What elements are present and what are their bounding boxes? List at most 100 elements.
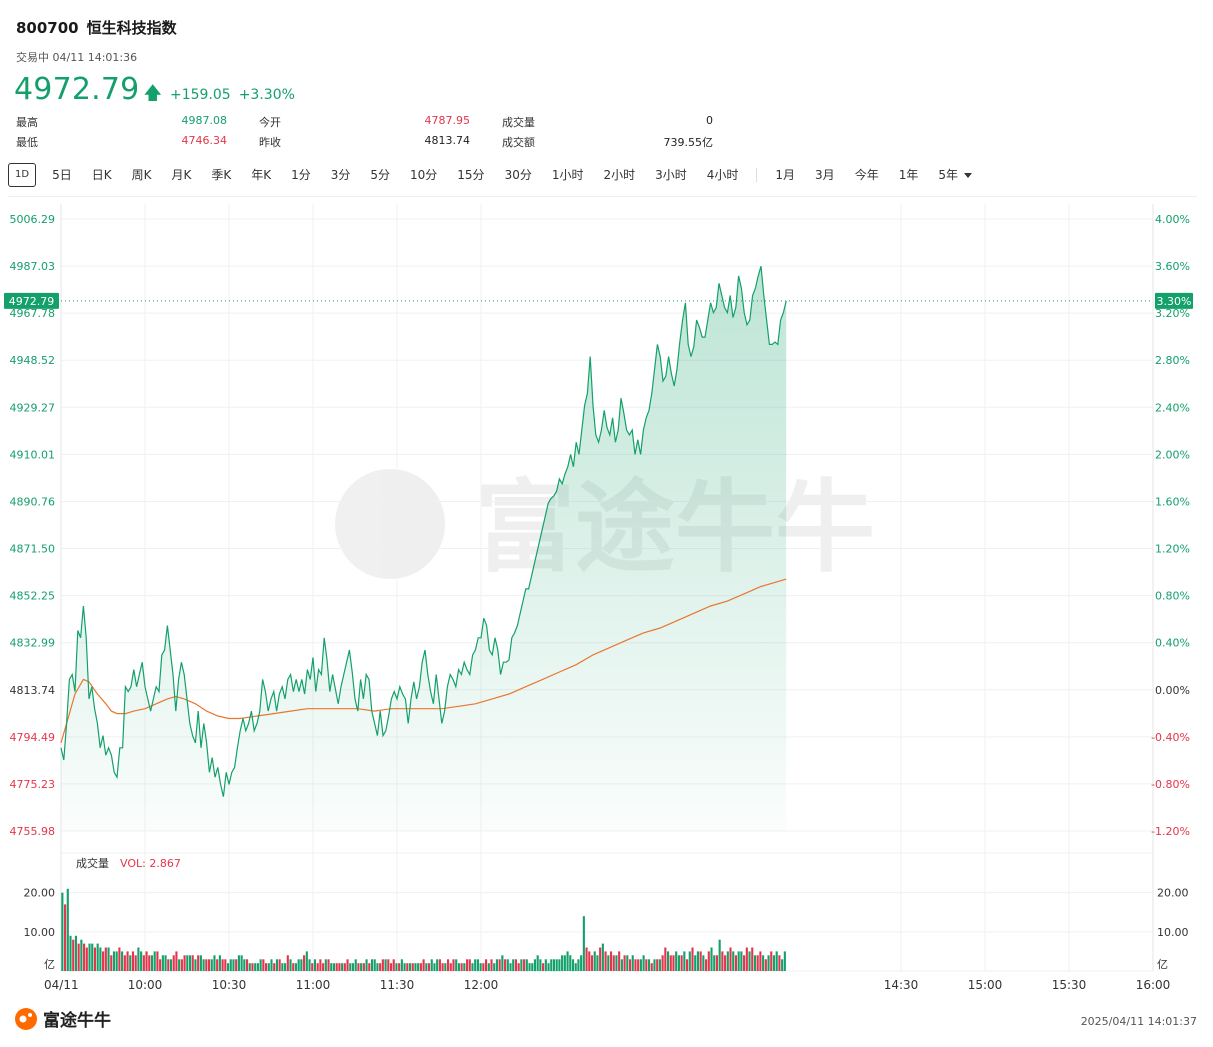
volume-bar — [118, 947, 121, 971]
volume-bar — [251, 963, 254, 971]
volume-bar — [123, 955, 126, 971]
volume-bar — [495, 959, 498, 972]
volume-bar — [433, 963, 436, 971]
tab-1d[interactable]: 1D — [8, 163, 37, 187]
volume-bar — [343, 963, 346, 971]
volume-bar — [427, 963, 431, 971]
volume-bar — [569, 955, 572, 971]
volume-bar — [305, 951, 308, 971]
tab-3month[interactable]: 3月 — [815, 168, 835, 182]
y-right-tick-label: 3.60% — [1155, 260, 1190, 273]
volume-bar — [609, 951, 613, 971]
tab-5year[interactable]: 5年 — [928, 163, 982, 187]
volume-bar — [653, 959, 656, 972]
period-tabs: 1D 5日 日K 周K 月K 季K 年K 1分 3分 5分 10分 15分 30… — [8, 162, 982, 188]
x-tick-label: 12:00 — [464, 978, 499, 992]
volume-bar — [297, 959, 300, 972]
volume-bar — [216, 959, 219, 972]
volume-bar — [547, 963, 550, 971]
y-tick-label: 4871.50 — [10, 543, 56, 556]
tab-5min[interactable]: 5分 — [370, 168, 390, 182]
volume-bar — [628, 959, 632, 972]
price-area-layer — [61, 266, 787, 831]
y-right-tick-label: -1.20% — [1151, 825, 1190, 838]
volume-bar — [485, 959, 488, 972]
y-tick-label: 4929.27 — [10, 401, 56, 414]
tab-4hour[interactable]: 4小时 — [706, 168, 739, 182]
arrow-up-icon: 🡅 — [143, 83, 162, 104]
tab-15min[interactable]: 15分 — [457, 168, 485, 182]
volume-bar — [463, 963, 466, 971]
volume-bar — [112, 951, 116, 971]
volume-bar — [512, 959, 515, 972]
tab-5day[interactable]: 5日 — [52, 168, 72, 182]
volume-bar — [753, 955, 757, 971]
tab-week-k[interactable]: 周K — [131, 168, 152, 182]
x-tick-label: 16:00 — [1136, 978, 1171, 992]
volume-bar — [316, 963, 319, 971]
tab-quarter-k[interactable]: 季K — [211, 168, 232, 182]
volume-bar — [387, 959, 390, 972]
volume-bar — [218, 955, 221, 971]
volume-bar — [675, 951, 678, 971]
tab-1month[interactable]: 1月 — [775, 168, 796, 182]
volume-bar — [213, 955, 216, 971]
tab-1min[interactable]: 1分 — [291, 168, 311, 182]
price-area — [61, 266, 787, 831]
volume-bar — [721, 951, 724, 971]
volume-bar — [205, 959, 208, 972]
volume-bar — [275, 959, 278, 972]
y-right-tick-label: 0.80% — [1155, 590, 1190, 603]
volume-bar — [523, 959, 526, 972]
tab-month-k[interactable]: 月K — [171, 168, 192, 182]
volume-bar — [764, 959, 767, 972]
volume-bar — [107, 947, 110, 971]
y-right-tick-label: 3.20% — [1155, 307, 1190, 320]
volume-bar — [395, 963, 398, 971]
volume-bar — [710, 947, 713, 971]
volume-bar — [311, 963, 314, 971]
volume-bar — [436, 959, 439, 972]
last-price-marker: 4972.79 3.30% — [4, 292, 1193, 309]
tab-2hour[interactable]: 2小时 — [603, 168, 636, 182]
tab-1year[interactable]: 1年 — [898, 168, 919, 182]
volume-bar — [110, 955, 113, 971]
tab-1hour[interactable]: 1小时 — [551, 168, 584, 182]
volume-bar — [751, 947, 754, 971]
tab-3min[interactable]: 3分 — [330, 168, 351, 182]
divider — [8, 196, 1197, 197]
volume-bar — [762, 955, 765, 971]
price-change: +159.05 — [169, 87, 231, 103]
stat-turnover-value: 739.55亿 — [663, 136, 714, 149]
volume-bar — [550, 959, 553, 972]
tab-30min[interactable]: 30分 — [504, 168, 532, 182]
volume-bar — [243, 959, 246, 972]
tab-day-k[interactable]: 日K — [91, 168, 112, 182]
volume-bar — [634, 959, 637, 972]
volume-bar — [582, 916, 585, 971]
volume-bar — [715, 955, 718, 971]
volume-bar — [528, 963, 531, 971]
volume-bar — [531, 963, 534, 971]
volume-bar — [360, 963, 363, 971]
volume-bar — [724, 955, 727, 971]
volume-bar — [335, 963, 338, 971]
brand-logo-icon — [15, 1007, 37, 1030]
volume-bar — [129, 955, 132, 971]
tab-3hour[interactable]: 3小时 — [655, 168, 687, 182]
x-tick-label: 04/11 — [44, 978, 79, 992]
volume-bar — [748, 951, 751, 971]
volume-bar — [487, 963, 490, 971]
volume-bar — [468, 959, 471, 972]
y-right-tick-label: 4.00% — [1155, 213, 1190, 226]
volume-bar — [504, 959, 507, 972]
stat-low-label: 最低 — [16, 136, 38, 149]
tab-ytd[interactable]: 今年 — [854, 168, 879, 182]
volume-bar — [536, 955, 539, 971]
volume-bar — [384, 959, 387, 972]
tab-year-k[interactable]: 年K — [251, 168, 272, 182]
volume-bar — [539, 959, 542, 972]
tab-10min[interactable]: 10分 — [410, 168, 438, 182]
volume-bar — [604, 951, 607, 971]
volume-bar — [240, 955, 243, 971]
